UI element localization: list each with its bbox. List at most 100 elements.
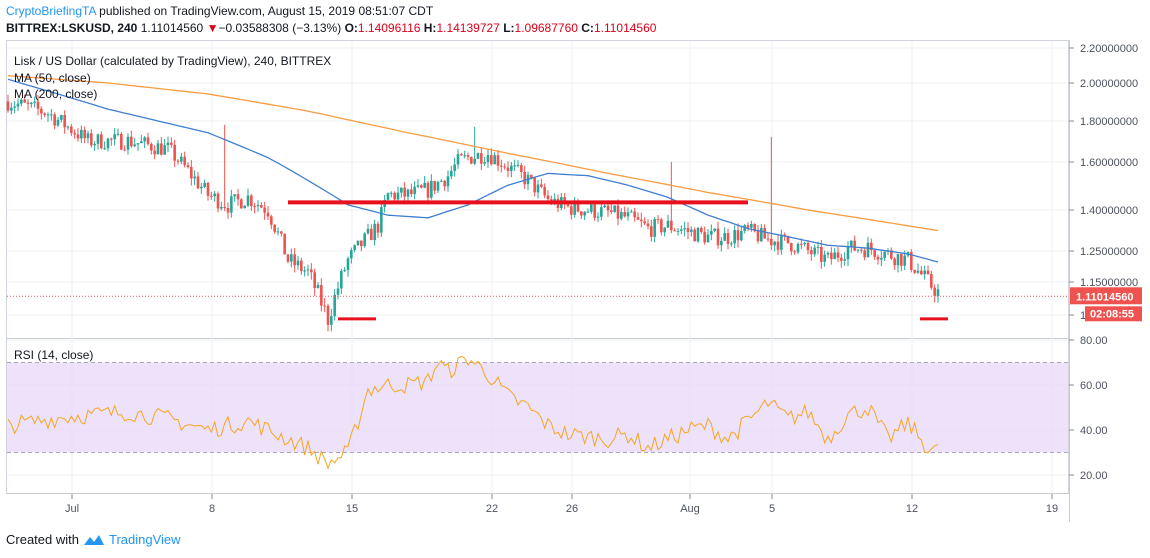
high-label: H: — [423, 21, 437, 35]
candle-body — [106, 138, 110, 149]
candle-body — [840, 257, 843, 261]
candle-body — [400, 187, 403, 193]
candle-body — [693, 229, 696, 242]
candle-body — [866, 242, 870, 258]
candle-body — [843, 259, 846, 261]
candle-body — [360, 240, 363, 247]
candle-body — [76, 134, 80, 139]
candle-body — [913, 269, 916, 273]
candle-body — [180, 156, 183, 162]
time-tick-label: 15 — [346, 503, 358, 515]
candle-body — [606, 205, 610, 211]
candle-body — [126, 136, 130, 150]
candle-body — [346, 258, 350, 270]
candle-body — [140, 141, 143, 144]
published-text: published on TradingView.com, August 15,… — [95, 4, 434, 18]
candle-body — [520, 165, 523, 172]
candle-body — [860, 249, 863, 251]
low-value: 1.09687760 — [514, 21, 578, 35]
candle-body — [750, 223, 753, 228]
price-tick-label: 2.20000000 — [1080, 43, 1138, 55]
candle-body — [66, 126, 70, 128]
author-link[interactable]: CryptoBriefingTA — [6, 4, 96, 18]
candle-body — [490, 155, 493, 165]
candle-body — [696, 227, 700, 242]
candle-body — [483, 162, 486, 164]
candle-body — [30, 102, 33, 104]
candle-body — [916, 270, 920, 273]
candle-body — [540, 184, 543, 187]
candle-body — [23, 99, 26, 103]
rsi-legend: RSI (14, close) — [14, 348, 94, 362]
candle-body — [353, 245, 356, 251]
ohlc-line: BITTREX:LSKUSD, 240 1.11014560 ▼−0.03588… — [6, 21, 656, 35]
candle-body — [760, 227, 763, 242]
candle-body — [170, 142, 173, 145]
time-tick-label: 5 — [769, 503, 775, 515]
candle-body — [613, 205, 616, 213]
candle-body — [736, 230, 740, 241]
candle-body — [110, 138, 113, 140]
tradingview-brand[interactable]: TradingView — [108, 532, 181, 547]
candle-body — [543, 186, 546, 196]
candle-body — [233, 194, 236, 197]
ma200-line — [7, 75, 939, 232]
candle-body — [296, 260, 300, 266]
candle-body — [700, 227, 703, 232]
price-chart[interactable]: 2.20000000 2.00000000 1.80000000 1.60000000… — [0, 38, 1150, 528]
candle-body — [573, 201, 576, 215]
candle-body — [673, 230, 676, 232]
candle-body — [250, 195, 253, 207]
candle-body — [926, 270, 930, 274]
candle-body — [396, 192, 400, 200]
candle-body — [323, 305, 326, 307]
candle-body — [706, 234, 710, 243]
candle-body — [896, 254, 900, 266]
candle-body — [690, 229, 693, 232]
candle-body — [256, 205, 260, 207]
candle-body — [900, 254, 903, 266]
candle-body — [770, 238, 773, 246]
candle-body — [440, 180, 443, 182]
candle-body — [260, 205, 263, 208]
candle-body — [496, 155, 500, 166]
candle-body — [580, 211, 583, 216]
created-with: Created with — [6, 532, 79, 547]
candle-body — [630, 211, 633, 213]
candle-body — [486, 155, 490, 163]
countdown-bg — [1085, 306, 1142, 322]
candle-body — [830, 252, 833, 260]
time-tick-label: Jul — [65, 503, 79, 515]
candle-body — [373, 223, 376, 241]
down-arrow-icon: ▼ — [206, 21, 219, 35]
candle-body — [420, 185, 423, 188]
candle-body — [273, 224, 276, 232]
candle-body — [316, 285, 320, 288]
candle-body — [270, 216, 273, 225]
candle-body — [533, 177, 536, 193]
open-value: 1.14096116 — [357, 21, 421, 35]
high-value: 1.14139727 — [436, 21, 500, 35]
candle-body — [403, 187, 406, 197]
rsi-line — [7, 355, 939, 470]
candle-body — [616, 205, 620, 219]
candle-body — [190, 167, 193, 179]
candle-body — [576, 201, 580, 212]
candle-body — [123, 149, 126, 151]
candle-body — [33, 101, 36, 103]
candle-body — [500, 165, 503, 167]
candle-body — [370, 228, 373, 241]
last-price-label: 1.11014560 — [1076, 291, 1134, 303]
candle-body — [83, 129, 86, 139]
candle-body — [670, 220, 673, 231]
candle-body — [833, 252, 836, 260]
candle-body — [6, 101, 10, 111]
candle-body — [880, 257, 883, 260]
candle-body — [366, 228, 370, 234]
candle-body — [96, 134, 100, 144]
candle-body — [413, 186, 416, 195]
publish-line: CryptoBriefingTA published on TradingVie… — [6, 4, 433, 18]
candle-body — [876, 256, 880, 260]
candle-body — [723, 233, 726, 241]
candle-body — [63, 115, 66, 128]
